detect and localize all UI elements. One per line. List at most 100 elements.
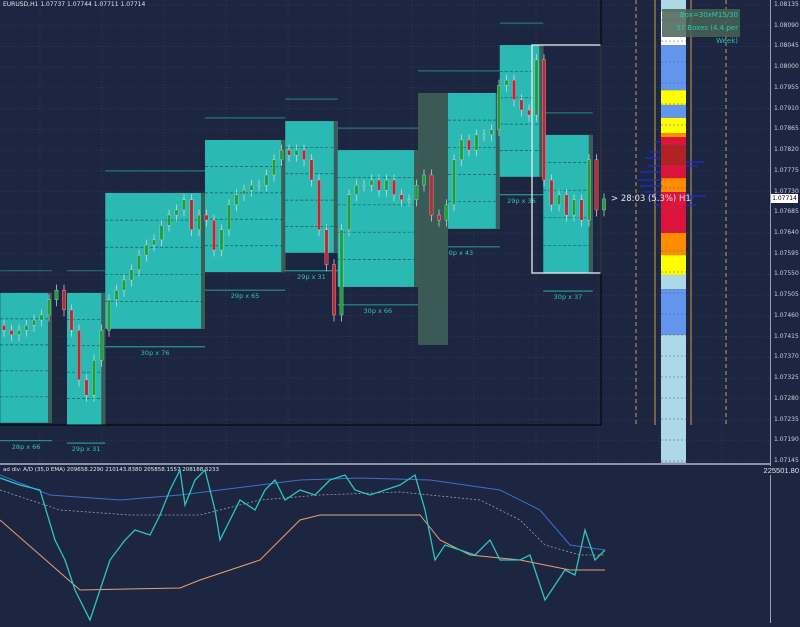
panel-separator[interactable]	[0, 463, 770, 465]
candle-body	[549, 179, 554, 206]
candle-body	[369, 179, 374, 186]
candle-body	[137, 254, 141, 271]
price-tick-label: 1.07190	[774, 436, 799, 444]
candle-body	[62, 289, 66, 311]
price-tick-label: 1.07235	[774, 415, 799, 423]
heat-segment	[661, 45, 686, 91]
indicator-panel[interactable]	[0, 465, 770, 623]
candle-body	[227, 204, 231, 230]
candle-body	[534, 59, 539, 116]
price-tick-label: 1.07685	[774, 208, 799, 216]
candle-body	[572, 199, 576, 216]
indicator-ad-line	[0, 467, 606, 622]
candle-body	[414, 184, 419, 200]
price-tick-label: 1.07910	[774, 104, 799, 112]
chart-title: EURUSD,H1 1.07737 1.07744 1.07711 1.0771…	[3, 1, 146, 8]
price-tick-label: 1.07280	[774, 394, 799, 402]
candle-body	[17, 330, 21, 335]
candle-body	[174, 209, 179, 216]
price-chart[interactable]: 28p x 66 29p x 31 30p x 76 29p x 65 29p x 31…	[0, 0, 770, 463]
price-tick-label: 1.08090	[774, 21, 799, 29]
candle-body	[474, 134, 479, 151]
heat-segment	[661, 0, 686, 12]
candle-body	[2, 324, 6, 331]
price-tick-label: 1.07325	[774, 374, 799, 382]
candle-body	[512, 79, 516, 101]
candle-body	[287, 149, 291, 156]
range-box-edge	[495, 92, 500, 229]
candle-body	[542, 59, 546, 181]
range-box	[0, 292, 52, 423]
candle-body	[527, 109, 531, 116]
candle-body	[407, 199, 411, 201]
candle-body	[302, 149, 306, 160]
price-axis[interactable]: 1.08135 1.08090 1.08045 1.08000 1.07955 1.079…	[770, 0, 800, 623]
candle-body	[489, 129, 494, 136]
indicator-title: ad div: A/D (35,0 EMA) 209658.2290 21014…	[3, 467, 220, 473]
candle-body	[204, 214, 209, 221]
candle-body	[452, 159, 456, 206]
range-box-edge	[539, 45, 544, 177]
range-box-label: 30p x 76	[141, 349, 170, 357]
candle-body	[309, 159, 314, 181]
range-box	[337, 150, 418, 287]
candle-body	[422, 174, 426, 186]
price-tick-label: 1.08000	[774, 63, 799, 71]
candle-body	[212, 219, 216, 251]
candle-body	[159, 225, 164, 241]
candle-body	[429, 174, 434, 216]
candle-body	[587, 159, 591, 221]
price-tick-label: 1.07460	[774, 311, 799, 319]
candle-body	[234, 194, 239, 206]
range-box-edge	[333, 121, 338, 253]
price-tick-label: 1.07955	[774, 83, 799, 91]
candle-body	[362, 184, 366, 187]
heat-segment	[661, 334, 686, 463]
candle-body	[354, 184, 359, 195]
price-tick-label: 1.07145	[774, 457, 799, 464]
candle-body	[249, 184, 254, 191]
range-box-edge	[281, 139, 286, 273]
current-price-label: 1.07714	[771, 194, 798, 204]
candle-body	[167, 214, 171, 226]
candle-body	[347, 194, 351, 230]
indicator-orange-line	[0, 514, 605, 591]
range-box-label: 29p x 31	[297, 273, 326, 281]
candle-body	[219, 229, 224, 251]
candle-body	[242, 190, 246, 195]
candle-body	[392, 179, 396, 195]
candle-body	[9, 330, 14, 335]
candle-body	[602, 198, 606, 211]
candle-body	[324, 229, 329, 265]
heat-segment	[661, 145, 686, 165]
candle-body	[557, 194, 561, 206]
price-tick-label: 1.08045	[774, 42, 799, 50]
range-box-edge	[201, 192, 205, 329]
range-box-edge	[48, 292, 52, 423]
price-tick-label: 1.08135	[774, 1, 799, 8]
price-tick-label: 1.07640	[774, 229, 799, 236]
candle-body	[189, 199, 194, 230]
range-box-label: 29p x 36	[507, 197, 536, 205]
price-chart-canvas[interactable]: 28p x 66 29p x 31 30p x 76 29p x 65 29p x 31…	[0, 0, 770, 463]
price-tick-label: 1.07595	[774, 249, 799, 257]
heat-segment	[661, 192, 686, 234]
candle-body	[107, 299, 111, 331]
candle-body	[122, 279, 126, 291]
candle-body	[182, 199, 186, 211]
heat-segment	[661, 178, 686, 193]
candle-body	[77, 330, 81, 381]
candle-body	[32, 319, 36, 326]
candle-body	[519, 99, 524, 111]
range-box-label: 28p x 66	[12, 443, 41, 451]
price-tick-label: 1.07415	[774, 332, 799, 340]
indicator-canvas	[0, 467, 606, 622]
range-box-shadow	[418, 92, 448, 345]
candle-body	[444, 204, 449, 221]
candle-body	[152, 239, 156, 246]
price-tick-label: 1.07820	[774, 146, 799, 154]
price-tick-label: 1.07775	[774, 166, 799, 174]
candle-body	[294, 149, 299, 156]
candle-body	[564, 194, 569, 216]
range-box-label: 30p x 43	[445, 249, 474, 257]
